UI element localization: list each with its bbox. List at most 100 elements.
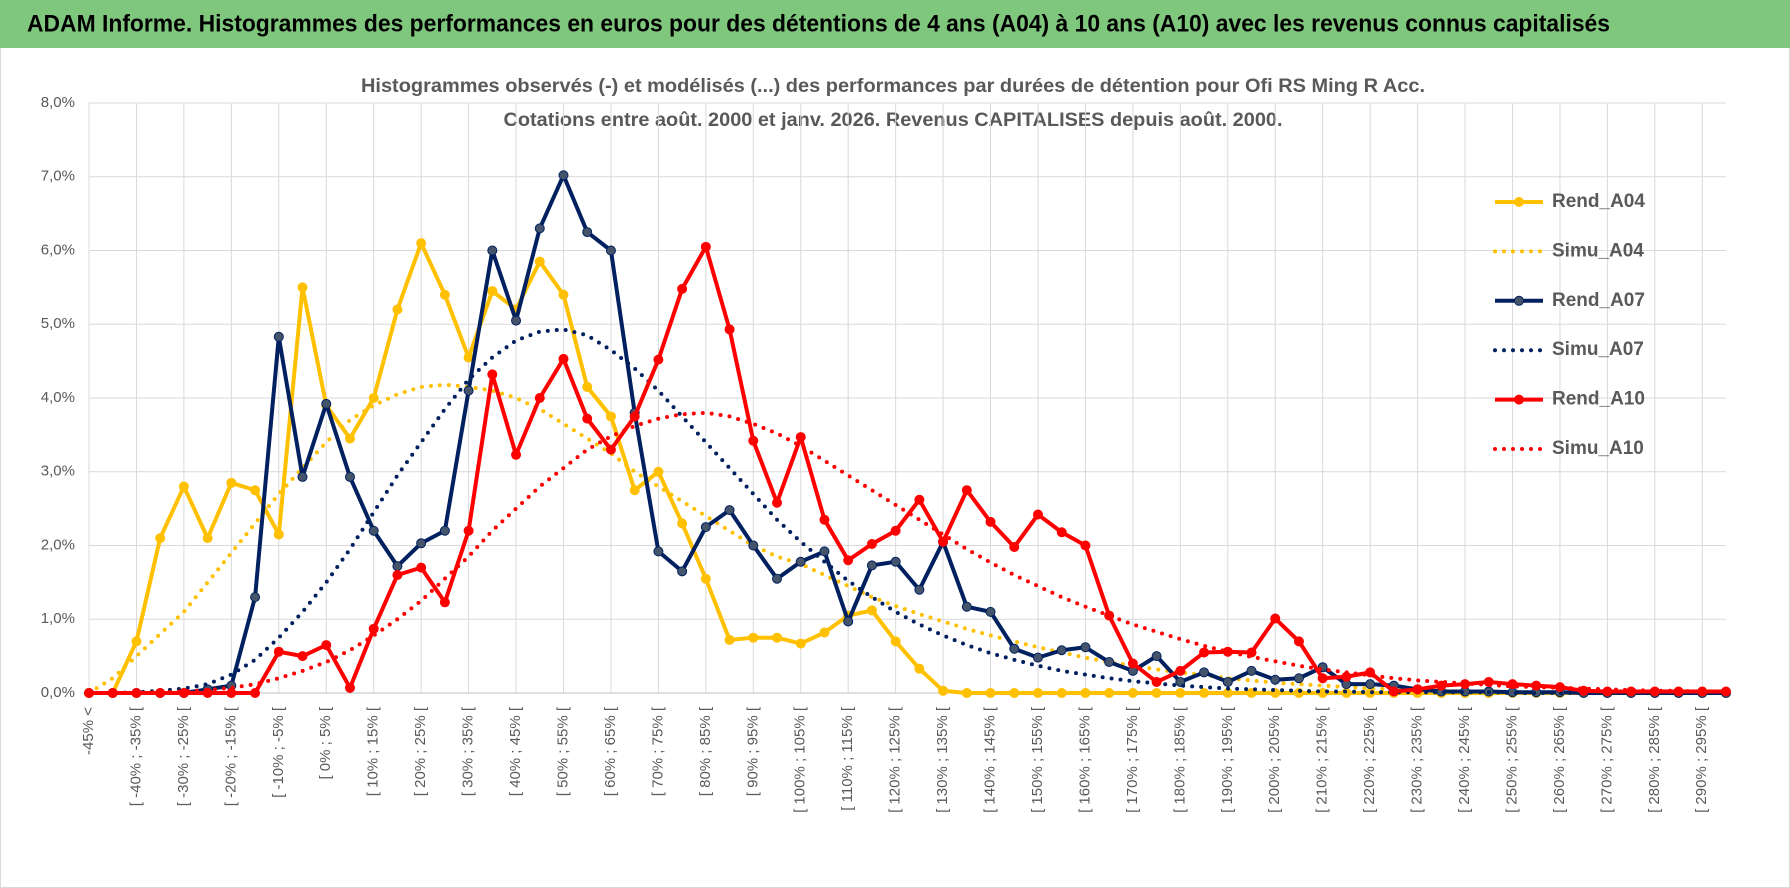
data-point xyxy=(463,385,474,396)
data-point xyxy=(226,688,237,698)
data-point xyxy=(724,505,735,516)
x-tick-label: [ 210% ; 215% [ xyxy=(1314,706,1331,813)
header-title: ADAM Informe. Histogrammes des performan… xyxy=(27,10,1610,37)
data-point xyxy=(748,632,759,643)
header-bar xyxy=(0,0,1790,48)
x-tick-label: [ 70% ; 75% [ xyxy=(649,706,666,796)
data-point xyxy=(1151,688,1162,698)
data-point xyxy=(202,533,213,544)
legend-label: Rend_A10 xyxy=(1552,389,1645,410)
data-point xyxy=(344,471,355,482)
x-tick-label: [ 50% ; 55% [ xyxy=(554,706,571,796)
x-tick-label: [ 230% ; 235% [ xyxy=(1409,706,1426,813)
x-tick-label: [ 110% ; 115% [ xyxy=(839,706,856,811)
data-point xyxy=(558,170,569,181)
legend-marker xyxy=(1514,197,1524,207)
data-point xyxy=(1175,688,1186,698)
data-point xyxy=(890,636,901,647)
data-point xyxy=(250,485,261,496)
y-tick-label: 6,0% xyxy=(41,241,75,258)
data-point xyxy=(250,688,261,698)
data-point xyxy=(463,525,474,536)
data-point xyxy=(273,529,284,540)
data-point xyxy=(1009,541,1020,552)
x-tick-label: [ 170% ; 175% [ xyxy=(1124,706,1141,813)
y-tick-label: 2,0% xyxy=(41,536,75,553)
data-point xyxy=(914,494,925,505)
data-point xyxy=(961,485,972,496)
data-point xyxy=(938,685,949,696)
data-point xyxy=(961,688,972,698)
data-point xyxy=(1365,679,1376,690)
data-point xyxy=(772,573,783,584)
data-point xyxy=(439,597,450,608)
x-tick-label: [ 140% ; 145% [ xyxy=(982,706,999,813)
data-point xyxy=(368,393,379,403)
data-point xyxy=(1080,688,1091,698)
data-point xyxy=(677,283,688,294)
data-point xyxy=(1175,665,1186,676)
data-point xyxy=(558,353,569,364)
data-point xyxy=(1056,527,1067,538)
data-point xyxy=(677,518,688,529)
data-point xyxy=(938,536,949,547)
x-tick-label: [ 250% ; 255% [ xyxy=(1503,706,1520,813)
data-point xyxy=(700,573,711,584)
x-tick-label: [ 200% ; 205% [ xyxy=(1266,706,1283,813)
y-tick-label: 5,0% xyxy=(41,315,75,332)
data-point xyxy=(914,663,925,674)
x-tick-label: [ -40% ; -35% [ xyxy=(127,706,144,806)
data-point xyxy=(534,223,545,234)
legend-label: Rend_A07 xyxy=(1552,290,1645,311)
data-point xyxy=(1317,673,1328,684)
data-point xyxy=(985,688,996,698)
x-tick-label: [ 60% ; 65% [ xyxy=(602,706,619,796)
x-tick-label: [ 10% ; 15% [ xyxy=(365,706,382,796)
legend-label: Simu_A04 xyxy=(1552,240,1644,261)
x-tick-label: [ 270% ; 275% [ xyxy=(1598,706,1615,813)
data-point xyxy=(843,555,854,566)
data-point xyxy=(866,560,877,571)
data-point xyxy=(1080,642,1091,653)
data-point xyxy=(534,393,545,403)
data-point xyxy=(653,546,664,557)
data-point xyxy=(511,315,522,326)
data-point xyxy=(1341,688,1352,698)
data-point xyxy=(700,241,711,252)
data-point xyxy=(558,289,569,300)
data-point xyxy=(487,369,498,380)
data-point xyxy=(700,522,711,533)
data-point xyxy=(1270,674,1281,685)
x-tick-label: [ -30% ; -25% [ xyxy=(175,706,192,806)
x-tick-label: [ 90% ; 95% [ xyxy=(744,706,761,796)
data-point xyxy=(1293,636,1304,647)
legend-marker xyxy=(1514,295,1524,306)
data-point xyxy=(890,525,901,536)
x-tick-label: -45% < xyxy=(80,707,97,755)
data-point xyxy=(629,485,640,496)
data-point xyxy=(439,525,450,536)
data-point xyxy=(819,514,830,525)
data-point xyxy=(724,324,735,335)
data-point xyxy=(250,592,261,603)
data-point xyxy=(1199,667,1210,678)
x-tick-label: [ 130% ; 135% [ xyxy=(934,706,951,813)
data-point xyxy=(890,556,901,567)
data-point xyxy=(605,444,616,455)
data-point xyxy=(226,477,237,488)
series-line xyxy=(87,410,1728,695)
x-tick-label: [ 100% ; 105% [ xyxy=(792,706,809,813)
data-point xyxy=(1199,688,1210,698)
series-line xyxy=(89,244,1726,695)
data-point xyxy=(748,435,759,446)
x-tick-label: [ 20% ; 25% [ xyxy=(412,706,429,796)
data-point xyxy=(582,227,593,238)
data-point xyxy=(439,289,450,300)
x-tick-label: [ 160% ; 165% [ xyxy=(1076,706,1093,813)
legend-marker xyxy=(1514,394,1524,405)
legend-label: Rend_A04 xyxy=(1552,191,1645,212)
x-tick-label: [ 190% ; 195% [ xyxy=(1219,706,1236,813)
data-point xyxy=(487,286,498,297)
data-point xyxy=(1032,652,1043,663)
